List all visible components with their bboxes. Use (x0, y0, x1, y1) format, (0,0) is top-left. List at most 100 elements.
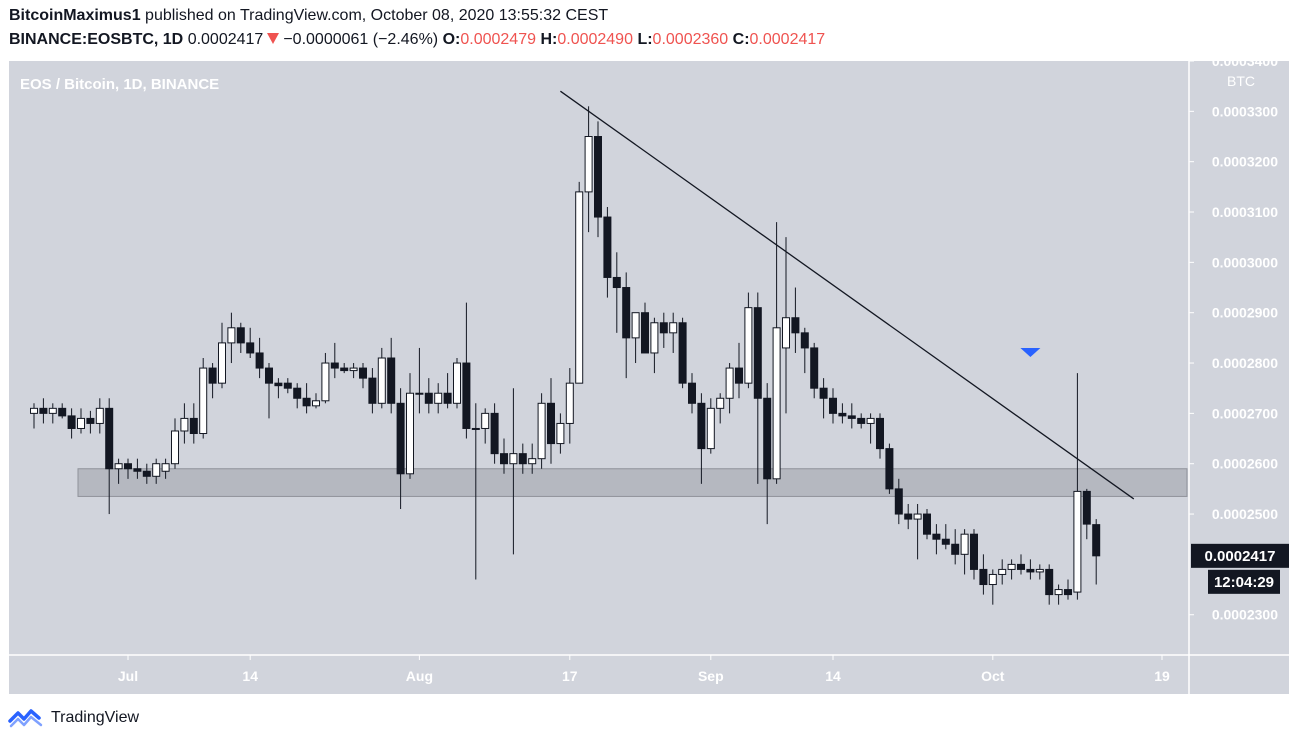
candle (932, 524, 941, 555)
candle-body-down (500, 453, 508, 465)
candle-body-up (913, 513, 922, 520)
candle (782, 237, 790, 414)
candle (443, 373, 452, 409)
candle (735, 342, 743, 399)
time-axis[interactable] (9, 655, 1189, 694)
candle-body-down (697, 402, 706, 450)
candle-body-down (1064, 589, 1072, 596)
symbol-info: BINANCE:EOSBTC, 1D 0.0002417 −0.0000061 (… (9, 31, 825, 49)
last-price-badge: 0.0002417 12:04:29 (1191, 543, 1289, 594)
candle-body-down (932, 533, 941, 540)
candle-body-up (434, 392, 443, 404)
candle (509, 388, 518, 555)
candle-body-down (274, 382, 283, 387)
tradingview-logo[interactable]: TradingView (8, 707, 139, 729)
candle (1035, 564, 1044, 580)
low-value: 0.0002360 (652, 31, 729, 48)
candle (133, 458, 142, 479)
trendline[interactable] (560, 90, 1135, 500)
candle-body-down (819, 387, 828, 399)
candle (283, 378, 292, 394)
candle-body-down (1092, 524, 1101, 557)
candle (819, 378, 828, 419)
candle (227, 312, 236, 364)
support-zone[interactable] (77, 468, 1188, 497)
time-tick-label: Jul (118, 668, 138, 684)
candle (67, 408, 76, 439)
candle (1073, 373, 1082, 600)
candle-body-up (1073, 490, 1082, 593)
candle (810, 342, 819, 399)
candle-body-down (735, 367, 743, 384)
candle (180, 403, 189, 444)
candle (979, 554, 988, 595)
candle-body-down (641, 312, 649, 354)
candle (894, 478, 903, 525)
candle (340, 363, 349, 374)
last-price: 0.0002417 (187, 31, 264, 48)
candle-body-down (265, 367, 273, 384)
candle-body-up (152, 463, 161, 477)
author-name[interactable]: BitcoinMaximus1 (9, 7, 141, 24)
down-arrow-icon (267, 33, 280, 45)
currency-label: BTC (1227, 73, 1255, 89)
candle-body-down (904, 513, 913, 520)
candle-body-down (547, 402, 555, 445)
candle-body-down (208, 367, 217, 384)
candle (312, 393, 320, 409)
candle-body-down (359, 367, 367, 379)
tradingview-brand: TradingView (51, 709, 140, 726)
candle (960, 529, 969, 575)
candle-body-down (283, 382, 292, 389)
candle (791, 287, 800, 353)
candle-body-up (161, 463, 170, 472)
candle (453, 358, 461, 409)
candle (923, 509, 931, 540)
candle (415, 347, 424, 414)
candle-body-down (255, 352, 264, 369)
candle (1064, 579, 1072, 600)
candle (847, 403, 856, 429)
candle (359, 363, 367, 389)
candle (951, 529, 960, 565)
candle (368, 368, 377, 414)
symbol-label: BINANCE:EOSBTC, 1D (9, 31, 184, 48)
candle-body-down (970, 533, 978, 570)
open-label: O: (442, 31, 461, 48)
candle-body-down (236, 327, 245, 344)
candle-body-down (678, 322, 687, 384)
candle-body-down (58, 407, 67, 417)
candle (988, 569, 997, 605)
price-tick-label: 0.0003400 (1212, 53, 1278, 69)
candle (612, 252, 621, 333)
candle (594, 121, 602, 238)
open-value: 0.0002479 (460, 31, 536, 48)
candle (246, 327, 255, 358)
price-tick-label: 0.0003100 (1212, 204, 1278, 220)
price-badge-label: 0.0002417 (1205, 548, 1276, 565)
candle-body-down (330, 362, 339, 369)
candle-body-down (86, 417, 95, 424)
candle (321, 352, 330, 404)
candle-body-down (810, 347, 819, 389)
candle (1082, 488, 1091, 540)
candle-body-up (1054, 589, 1063, 596)
countdown-badge-bg (1208, 569, 1280, 594)
candle (377, 347, 386, 409)
candle-body-up (95, 407, 104, 424)
candle (829, 388, 837, 424)
candle-body-down (594, 136, 602, 218)
candle-body-down (885, 448, 894, 490)
candle-body-down (293, 387, 302, 399)
candle (95, 398, 104, 434)
candle (481, 408, 490, 444)
candle (941, 524, 950, 550)
time-tick-label: Aug (406, 668, 433, 684)
candle-body-down (39, 407, 48, 414)
candle (706, 398, 715, 454)
candle-body-up (716, 397, 725, 409)
candle-body-up (1035, 568, 1044, 573)
candle (528, 443, 537, 474)
candle-body-down (800, 332, 809, 349)
